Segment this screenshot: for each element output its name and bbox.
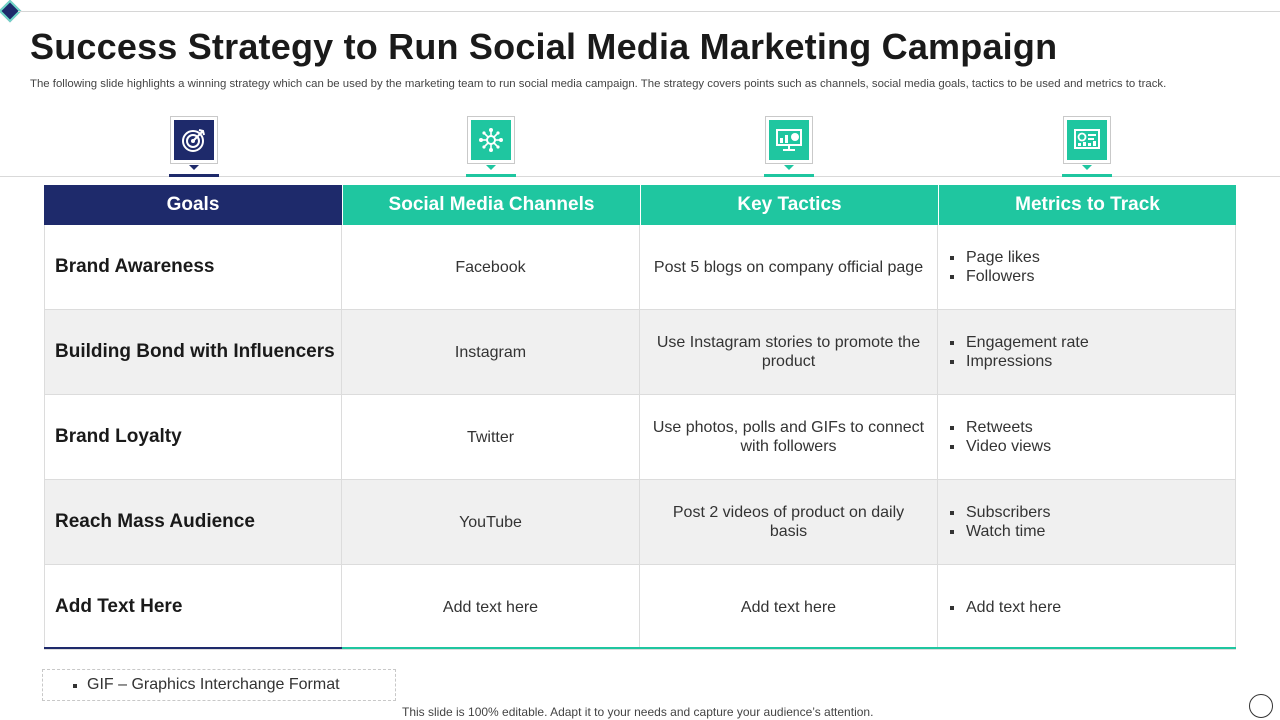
metrics-list: Subscribers Watch time — [948, 503, 1050, 541]
header-goals: Goals — [44, 185, 342, 225]
channel-cell: YouTube — [342, 480, 640, 565]
goal-cell: Add Text Here — [44, 565, 342, 650]
target-icon — [174, 120, 214, 160]
header-tactics: Key Tactics — [640, 185, 938, 225]
channel-cell: Facebook — [342, 225, 640, 310]
metrics-cell: Subscribers Watch time — [938, 480, 1236, 565]
channels-caret-icon — [486, 165, 496, 170]
tactic-cell: Use photos, polls and GIFs to connect wi… — [640, 395, 938, 480]
tactic-cell: Add text here — [640, 565, 938, 650]
goal-cell: Brand Awareness — [44, 225, 342, 310]
tactics-icon-underline — [764, 174, 814, 177]
metrics-list: Add text here — [948, 598, 1061, 617]
metric-item: Watch time — [948, 522, 1050, 541]
metrics-icon-box — [1063, 116, 1111, 164]
header-channels: Social Media Channels — [342, 185, 640, 225]
dashboard-icon — [1067, 120, 1107, 160]
top-divider — [18, 11, 1280, 12]
metrics-cell: Add text here — [938, 565, 1236, 650]
metrics-list: Page likes Followers — [948, 248, 1040, 286]
tactic-cell: Use Instagram stories to promote the pro… — [640, 310, 938, 395]
circle-decoration-icon — [1249, 694, 1273, 718]
metrics-cell: Retweets Video views — [938, 395, 1236, 480]
metrics-icon-underline — [1062, 174, 1112, 177]
goals-icon-box — [170, 116, 218, 164]
channels-icon-underline — [466, 174, 516, 177]
channels-icon-box — [467, 116, 515, 164]
metric-item: Followers — [948, 267, 1040, 286]
presentation-icon — [769, 120, 809, 160]
channel-cell: Twitter — [342, 395, 640, 480]
network-icon — [471, 120, 511, 160]
header-metrics: Metrics to Track — [938, 185, 1236, 225]
metric-item: Page likes — [948, 248, 1040, 267]
metrics-list: Retweets Video views — [948, 418, 1051, 456]
note-box: GIF – Graphics Interchange Format — [42, 669, 396, 701]
strategy-table: Goals Social Media Channels Key Tactics … — [44, 185, 1236, 650]
page-subtitle: The following slide highlights a winning… — [30, 78, 1167, 90]
goal-cell: Brand Loyalty — [44, 395, 342, 480]
goals-icon-underline — [169, 174, 219, 177]
table-bottom-accent-navy — [44, 647, 342, 649]
goal-cell: Building Bond with Influencers — [44, 310, 342, 395]
channel-cell: Add text here — [342, 565, 640, 650]
tactic-cell: Post 2 videos of product on daily basis — [640, 480, 938, 565]
footer-text: This slide is 100% editable. Adapt it to… — [402, 705, 874, 719]
metric-item: Subscribers — [948, 503, 1050, 522]
metric-item: Retweets — [948, 418, 1051, 437]
table-bottom-accent-teal — [342, 647, 1236, 649]
goals-caret-icon — [189, 165, 199, 170]
metrics-caret-icon — [1082, 165, 1092, 170]
metrics-cell: Engagement rate Impressions — [938, 310, 1236, 395]
metric-item: Add text here — [948, 598, 1061, 617]
tactics-icon-box — [765, 116, 813, 164]
metrics-cell: Page likes Followers — [938, 225, 1236, 310]
goal-cell: Reach Mass Audience — [44, 480, 342, 565]
channel-cell: Instagram — [342, 310, 640, 395]
tactic-cell: Post 5 blogs on company official page — [640, 225, 938, 310]
icon-row-divider — [0, 176, 1280, 177]
metrics-list: Engagement rate Impressions — [948, 333, 1089, 371]
tactics-caret-icon — [784, 165, 794, 170]
metric-item: Engagement rate — [948, 333, 1089, 352]
page-title: Success Strategy to Run Social Media Mar… — [30, 26, 1058, 67]
metric-item: Impressions — [948, 352, 1089, 371]
metric-item: Video views — [948, 437, 1051, 456]
